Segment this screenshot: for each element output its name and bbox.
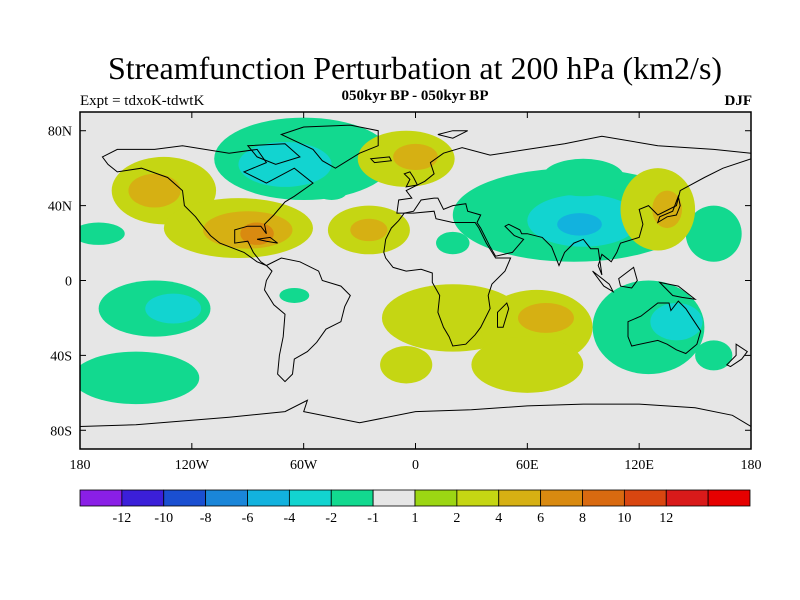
colorbar-swatch <box>247 489 290 507</box>
colorbar-label: 10 <box>617 511 631 526</box>
contour-region <box>238 141 332 187</box>
colorbar-label: 6 <box>537 511 544 526</box>
latitude-axis: 80N 40N 0 40S 80S <box>48 125 751 439</box>
contour-region <box>557 213 602 236</box>
colorbar-label: -12 <box>113 511 132 526</box>
colorbar-swatch <box>665 489 709 507</box>
coastline-africa <box>383 210 512 347</box>
colorbar-swatch <box>372 489 416 507</box>
lat-tick-label: 40N <box>48 200 72 215</box>
experiment-label: Expt = tdxoK-tdwtK <box>80 93 205 109</box>
contour-region <box>380 346 433 384</box>
lat-tick-label: 80S <box>50 424 72 439</box>
colorbar-label: -4 <box>284 511 296 526</box>
lon-tick-label: 60E <box>516 458 539 473</box>
lon-tick-label: 0 <box>412 458 419 473</box>
contour-region <box>518 302 574 333</box>
colorbar-label: -10 <box>154 511 173 526</box>
coastline-australia <box>627 300 702 355</box>
colorbar-swatch <box>330 489 374 507</box>
contour-region <box>128 173 181 208</box>
coastline-new-zealand <box>725 343 749 368</box>
coastline-japan <box>656 194 681 224</box>
coastline-new-guinea <box>658 281 697 300</box>
coastline-baffin <box>246 143 301 165</box>
contour-region <box>393 143 438 171</box>
coastline-north-america <box>101 145 314 266</box>
colorbar-swatch <box>288 489 332 507</box>
colorbar-swatch <box>707 489 751 507</box>
colorbar-swatch <box>79 489 123 507</box>
colorbar-swatch <box>163 489 207 507</box>
coastline-antarctica <box>80 399 751 427</box>
coastline-britain <box>403 171 419 188</box>
longitude-axis: 180 120W 60W 0 60E 120E 180 <box>70 112 762 473</box>
lon-tick-label: 180 <box>741 458 762 473</box>
colorbar-swatch <box>540 489 583 507</box>
lon-tick-label: 120W <box>175 458 210 473</box>
lon-tick-label: 180 <box>70 458 91 473</box>
colorbar-label: -1 <box>367 511 379 526</box>
lat-tick-label: 80N <box>48 125 72 140</box>
colorbar-label: 4 <box>495 511 502 526</box>
contour-region <box>542 158 625 197</box>
season-label: DJF <box>724 93 753 109</box>
colorbar-label: 8 <box>579 511 586 526</box>
coastline-greenland <box>279 124 379 169</box>
colorbar-label: -2 <box>325 511 337 526</box>
colorbar-label: 2 <box>453 511 460 526</box>
contour-region <box>652 190 683 229</box>
lat-tick-label: 40S <box>50 349 72 364</box>
colorbar-swatch <box>456 489 500 507</box>
contour-region <box>80 222 125 245</box>
coastline-layer <box>80 124 751 427</box>
lon-tick-label: 60W <box>290 458 318 473</box>
coastline-cuba <box>256 236 278 244</box>
coastline-svalbard <box>437 130 468 139</box>
colorbar-swatch <box>205 489 248 507</box>
lon-tick-label: 120E <box>624 458 654 473</box>
contour-region <box>80 351 200 405</box>
coastline-eurasia <box>396 135 751 276</box>
contour-region <box>145 293 202 324</box>
colorbar-swatch <box>623 489 667 507</box>
chart-subtitle: 050kyr BP - 050kyr BP <box>341 88 489 104</box>
coastline-madagascar <box>497 302 510 328</box>
chart-title: Streamfunction Perturbation at 200 hPa (… <box>107 50 723 86</box>
coastline-south-america <box>263 257 351 383</box>
contour-region <box>650 302 703 341</box>
colorbar-label: 12 <box>659 511 673 526</box>
contour-region <box>350 218 388 242</box>
contour-region <box>316 185 347 200</box>
contour-region <box>279 287 310 303</box>
coastline-borneo <box>618 266 638 289</box>
colorbar-swatch <box>414 489 458 507</box>
colorbar: -12 -10 -8 -6 -4 -2 -1 1 2 4 6 8 10 12 <box>79 489 751 526</box>
coastline-sumatra <box>592 270 615 294</box>
contour-region <box>471 336 584 393</box>
colorbar-swatch <box>121 489 165 507</box>
colorbar-swatch <box>498 489 542 507</box>
colorbar-label: 1 <box>412 511 419 526</box>
contour-region <box>685 205 742 262</box>
colorbar-label: -8 <box>200 511 212 526</box>
lat-tick-label: 0 <box>65 275 72 290</box>
contour-region <box>436 231 470 255</box>
colorbar-swatch <box>582 489 625 507</box>
contour-region <box>695 340 733 371</box>
coastline-iceland <box>369 156 393 164</box>
colorbar-label: -6 <box>242 511 254 526</box>
